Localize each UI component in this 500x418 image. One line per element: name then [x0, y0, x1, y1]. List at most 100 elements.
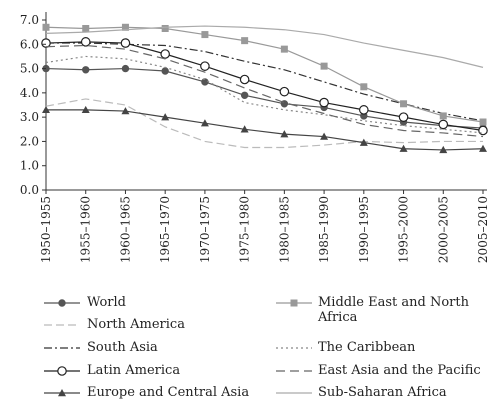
data-point-world [121, 64, 130, 73]
chart-ticks-layer: 0.0 1.0 2.0 3.0 4.0 5.0 6.0 7.0 1950–1955 1955–19… [20, 13, 490, 263]
series-line-south-asia [46, 42, 484, 122]
data-point-middle-east-and-north-africa [360, 83, 368, 91]
data-point-europe-and-central-asia [200, 119, 209, 127]
x-tick-label: 1960–1965 [118, 196, 132, 263]
y-tick-label: 2.0 [20, 134, 39, 148]
data-point-europe-and-central-asia [161, 113, 170, 121]
legend-label-world: World [87, 295, 126, 310]
data-point-europe-and-central-asia [81, 105, 90, 114]
legend-label-east-asia-pacific: East Asia and the Pacific [318, 363, 481, 378]
x-tick-label: 1950–1955 [39, 196, 53, 263]
data-point-middle-east-and-north-africa [280, 45, 288, 53]
series-line-sub-saharan-africa [45, 25, 484, 68]
chart-series-layer [41, 23, 488, 154]
data-point-middle-east-and-north-africa [241, 37, 249, 45]
data-point-europe-and-central-asia [121, 107, 130, 115]
data-point-latin-america [398, 112, 409, 122]
data-point-europe-and-central-asia [240, 125, 249, 133]
x-tick-label: 1970–1975 [198, 196, 212, 263]
legend-label-caribbean: The Caribbean [318, 340, 416, 355]
legend-symbol-north-america [44, 324, 80, 326]
legend-label-south-asia: South Asia [87, 340, 158, 355]
legend-label-mena-line2: Africa [318, 310, 358, 325]
y-tick-label: 5.0 [20, 62, 39, 76]
legend-label-mena-line1: Middle East and North [318, 295, 469, 310]
legend-label-middle-east-north-africa: Middle East and North Africa [318, 295, 469, 325]
series-line-east-asia-and-the-pacific [45, 44, 484, 138]
data-point-latin-america [41, 38, 51, 48]
legend-symbol-world [44, 299, 80, 307]
data-point-middle-east-and-north-africa [400, 100, 408, 108]
x-tick-label: 1955–1960 [79, 196, 93, 263]
data-point-middle-east-and-north-africa [82, 25, 90, 32]
data-point-latin-america [438, 119, 449, 130]
data-point-latin-america [120, 38, 131, 48]
series-line-latin-america [45, 41, 484, 132]
legend-label-europe-central-asia: Europe and Central Asia [87, 385, 250, 400]
y-tick-label: 1.0 [20, 159, 39, 173]
legend-label-north-america: North America [87, 317, 185, 332]
y-tick-label: 3.0 [20, 110, 39, 124]
x-tick-label: 2005–2010 [476, 196, 490, 263]
x-tick-label: 1995–2000 [397, 196, 411, 263]
data-point-latin-america [239, 74, 250, 85]
x-tick-label: 1985–1990 [317, 196, 331, 263]
data-point-europe-and-central-asia [479, 144, 487, 152]
y-tick-label: 0.0 [20, 183, 39, 197]
data-point-europe-and-central-asia [42, 105, 50, 114]
legend-marker [290, 299, 298, 307]
data-point-latin-america [319, 97, 329, 108]
series-europe-and-central-asia [42, 105, 487, 154]
data-point-middle-east-and-north-africa [161, 25, 169, 32]
y-tick-label: 4.0 [20, 86, 39, 100]
legend-symbol-south-asia [44, 347, 80, 349]
x-tick-label: 1975–1980 [238, 196, 252, 263]
data-point-middle-east-and-north-africa [320, 62, 328, 70]
data-point-europe-and-central-asia [320, 132, 329, 140]
data-point-latin-america [478, 125, 488, 136]
series-line-world [45, 67, 484, 129]
series-line-middle-east-and-north-africa [45, 26, 484, 123]
legend-symbol-caribbean [276, 347, 312, 349]
chart-axes [45, 12, 487, 191]
data-point-world [161, 67, 169, 75]
series-line-north-america [45, 98, 483, 149]
legend-label-latin-america: Latin America [87, 363, 181, 378]
legend-symbol-middle-east-north-africa [276, 299, 312, 307]
data-point-latin-america [279, 86, 290, 97]
series-line-the-caribbean [45, 55, 484, 134]
x-tick-label: 1965–1970 [158, 196, 172, 263]
x-tick-label: 1980–1985 [277, 196, 291, 263]
y-tick-label: 7.0 [20, 13, 39, 27]
series-middle-east-and-north-africa [42, 23, 487, 126]
legend-symbol-east-asia-pacific [276, 370, 312, 372]
series-south-asia [46, 42, 484, 122]
series-the-caribbean [45, 55, 484, 134]
data-point-world [240, 91, 249, 99]
data-point-europe-and-central-asia [359, 138, 368, 146]
data-point-europe-and-central-asia [399, 144, 408, 152]
data-point-latin-america [160, 49, 170, 59]
x-tick-label: 2000–2005 [436, 196, 450, 263]
legend-marker [58, 389, 66, 397]
data-point-europe-and-central-asia [439, 145, 448, 154]
legend-symbol-europe-central-asia [44, 389, 80, 397]
series-line-europe-and-central-asia [46, 109, 484, 151]
data-point-middle-east-and-north-africa [42, 23, 50, 31]
series-latin-america [41, 37, 488, 136]
series-world [42, 64, 487, 132]
data-point-latin-america [80, 37, 91, 47]
data-point-middle-east-and-north-africa [201, 31, 209, 39]
data-point-world [201, 78, 209, 86]
line-chart: 0.0 1.0 2.0 3.0 4.0 5.0 6.0 7.0 1950–1955 1955–19… [20, 12, 490, 263]
series-sub-saharan-africa [45, 25, 484, 68]
data-point-latin-america [359, 105, 369, 115]
legend-symbol-latin-america [44, 366, 80, 376]
x-tick-label: 1990–1995 [357, 196, 371, 263]
data-point-europe-and-central-asia [280, 130, 289, 138]
legend-symbol-sub-saharan-africa [276, 392, 312, 394]
legend-marker [58, 299, 66, 307]
legend-label-sub-saharan-africa: Sub-Saharan Africa [318, 385, 447, 400]
data-point-world [82, 66, 90, 74]
data-point-middle-east-and-north-africa [479, 118, 487, 126]
